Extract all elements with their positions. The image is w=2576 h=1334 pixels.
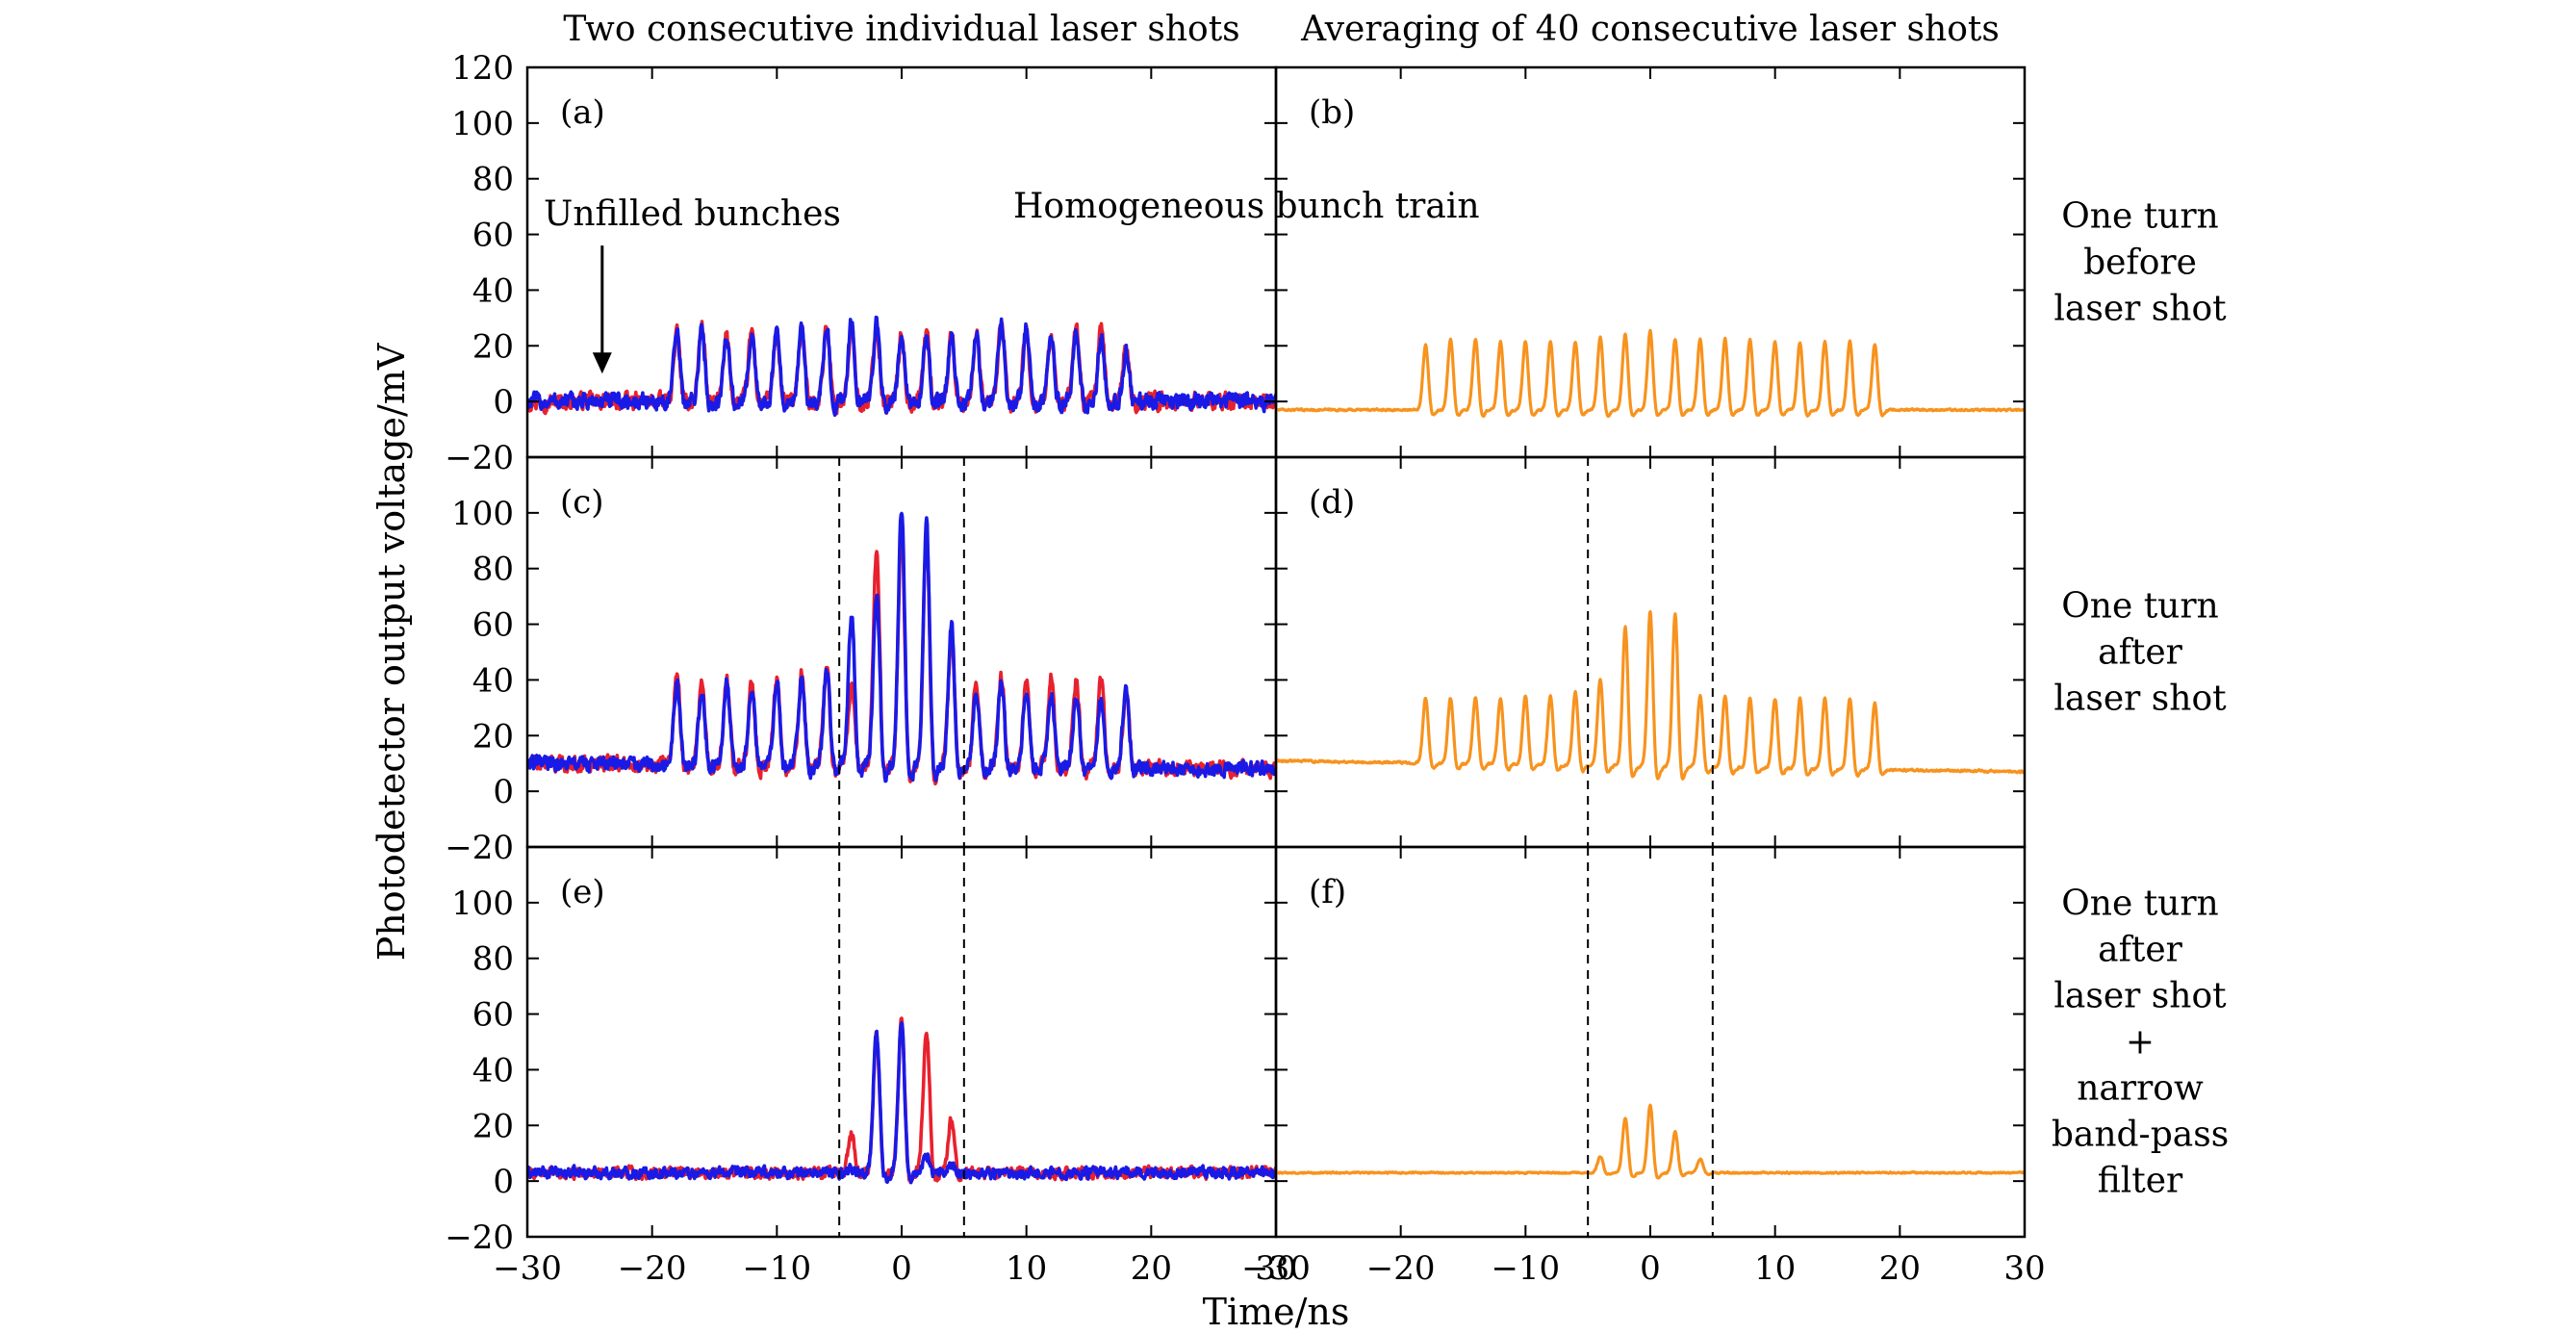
x-tick-label: 0 [891, 1249, 912, 1288]
x-tick-label: 30 [1255, 1249, 1296, 1288]
y-tick-label: 60 [472, 996, 514, 1035]
panel-f: (f) [1274, 845, 2027, 1239]
y-tick-label: 40 [472, 661, 514, 700]
panel-label-e: (e) [560, 873, 605, 911]
series-line-c-1 [527, 520, 1276, 786]
x-tick-label: 10 [1006, 1249, 1047, 1288]
x-axis-title: Time/ns [1203, 1291, 1350, 1333]
y-tick-label: 20 [472, 327, 514, 366]
panel-label-a: (a) [560, 93, 605, 132]
panel-frame [1274, 845, 2027, 1239]
annotation-homogeneous-bunch-train: Homogeneous bunch train [1013, 187, 1480, 226]
panel-frame [1274, 455, 2027, 849]
panel-frame [1274, 65, 2027, 459]
y-tick-label: 20 [472, 1107, 514, 1145]
y-tick-label: 0 [493, 773, 514, 811]
column-title-right: Averaging of 40 consecutive laser shots [1300, 10, 2000, 49]
row-label-line: laser shot [2053, 977, 2227, 1016]
x-tick-label: 10 [1754, 1249, 1796, 1288]
y-axis-title: Photodetector output voltage/mV [370, 343, 413, 961]
y-tick-label: 100 [451, 105, 514, 143]
series-line-c-2 [527, 511, 1276, 783]
row-label-2: One turn after laser shot [2053, 587, 2227, 719]
x-tick-label: −30 [493, 1249, 562, 1288]
series-line-f-1 [1276, 1103, 2025, 1180]
panel-label-d: (d) [1309, 483, 1355, 522]
x-tick-label: −20 [1366, 1249, 1436, 1288]
row-label-line: before [2083, 244, 2197, 283]
x-tick-label: −10 [742, 1249, 811, 1288]
series-line-e-2 [527, 1021, 1276, 1185]
panel-c: (c) [525, 455, 1278, 849]
row-label-line: laser shot [2053, 680, 2227, 719]
y-tick-label: 100 [451, 495, 514, 533]
row-label-line: + [2126, 1023, 2155, 1063]
y-tick-label: 0 [493, 383, 514, 422]
x-tick-label: 20 [1879, 1249, 1921, 1288]
row-label-line: after [2098, 633, 2183, 673]
y-tick-label: 80 [472, 940, 514, 979]
x-tick-label: −10 [1491, 1249, 1560, 1288]
unfilled-bunches-arrowhead [592, 352, 612, 374]
row-label-line: One turn [2061, 885, 2219, 924]
y-tick-label: 20 [472, 717, 514, 756]
y-tick-label: −20 [445, 439, 514, 477]
row-label-line: band-pass [2052, 1116, 2229, 1155]
y-tick-label: 0 [493, 1163, 514, 1201]
y-tick-label: −20 [445, 1219, 514, 1257]
panel-label-c: (c) [560, 483, 604, 522]
panel-a: (a) [525, 65, 1278, 459]
y-tick-label: 40 [472, 1051, 514, 1090]
panel-b: (b) [1274, 65, 2027, 459]
y-tick-label: 100 [451, 885, 514, 923]
x-tick-label: 30 [2003, 1249, 2045, 1288]
series-line-d-1 [1276, 609, 2025, 781]
annotation-unfilled-bunches: Unfilled bunches [544, 194, 841, 234]
row-label-line: One turn [2061, 197, 2219, 237]
y-tick-label: 40 [472, 271, 514, 310]
y-tick-label: 60 [472, 606, 514, 645]
x-tick-label: −30 [1241, 1249, 1311, 1288]
x-tick-label: −20 [618, 1249, 687, 1288]
row-label-line: filter [2098, 1162, 2183, 1201]
panel-e: (e) [525, 845, 1278, 1239]
panel-label-b: (b) [1309, 93, 1355, 132]
y-tick-label: 80 [472, 161, 514, 199]
y-tick-label: 60 [472, 217, 514, 255]
row-label-line: One turn [2061, 587, 2219, 627]
column-title-left: Two consecutive individual laser shots [563, 10, 1239, 49]
x-tick-label: 0 [1640, 1249, 1661, 1288]
row-label-line: narrow [2077, 1069, 2204, 1109]
y-tick-label: 80 [472, 551, 514, 589]
panel-label-f: (f) [1309, 873, 1346, 911]
row-label-line: after [2098, 931, 2183, 970]
series-line-a-2 [527, 315, 1276, 418]
series-line-b-1 [1276, 328, 2025, 419]
panel-d: (d) [1274, 455, 2027, 849]
y-tick-label: 120 [451, 49, 514, 88]
row-label-3: One turn after laser shot + narrow band-pass f… [2052, 885, 2229, 1201]
y-tick-label: −20 [445, 829, 514, 867]
plot-area: (a) (b)(c) (d)(e) (f)−20020406080100120−200… [445, 49, 2229, 1288]
x-tick-label: 20 [1131, 1249, 1172, 1288]
row-label-1: One turn before laser shot [2053, 197, 2227, 329]
row-label-line: laser shot [2053, 290, 2227, 329]
